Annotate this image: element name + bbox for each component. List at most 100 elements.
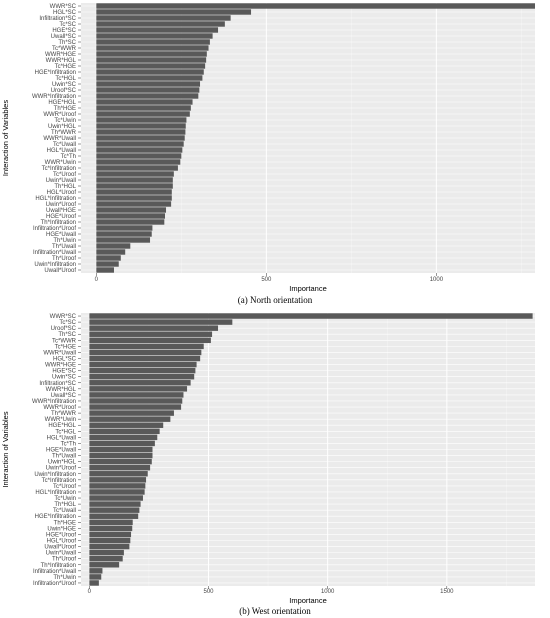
y-tick-label: Th*HGE	[54, 520, 76, 526]
bar	[89, 507, 140, 513]
y-tick-label: HGE*Uroof	[46, 214, 76, 220]
bar	[89, 531, 132, 538]
bar	[96, 255, 121, 261]
bar	[89, 471, 148, 477]
bar	[96, 249, 126, 255]
bar	[96, 237, 151, 243]
x-tick-label: 0	[95, 277, 99, 283]
bar	[89, 495, 143, 501]
y-tick-label: HGL*Uwall	[47, 148, 76, 154]
bar	[89, 367, 196, 374]
y-tick-label: Infiltration*SC	[39, 381, 76, 387]
bar	[89, 574, 102, 580]
y-tick-label: HGE*Uroof	[46, 532, 76, 538]
bar	[89, 428, 160, 435]
y-tick-label: Th*Uwall	[52, 244, 76, 250]
y-tick-label: WWR*HGE	[45, 52, 76, 58]
y-tick-label: Tc*Uroof	[53, 172, 76, 178]
bar	[96, 69, 204, 75]
y-tick-label: Th*Infiltration	[41, 563, 76, 569]
y-tick-label: Uwin*Uroof	[46, 202, 77, 208]
bar	[89, 416, 171, 422]
y-tick-label: Uwall*SC	[51, 34, 77, 40]
y-tick-label: Tc*Uwin	[54, 118, 76, 124]
y-tick-label: HGE*SC	[52, 369, 76, 375]
y-tick-label: Uwin*Infiltration	[34, 472, 76, 478]
bar	[89, 452, 153, 459]
bar	[96, 171, 174, 177]
bar	[96, 51, 207, 57]
y-tick-label: Tc*Uwall	[53, 142, 76, 148]
bar	[89, 434, 158, 441]
y-tick-label: HGL*Infiltration	[35, 196, 76, 202]
bar	[89, 398, 183, 404]
bar	[96, 159, 181, 165]
y-tick-label: WWR*SC	[50, 4, 77, 10]
y-tick-label: WWR*Uroof	[43, 112, 76, 118]
bar	[89, 373, 195, 380]
y-tick-label: Tc*WWR	[52, 46, 77, 52]
bar	[96, 111, 190, 117]
y-tick-label: HGE*HGL	[48, 423, 76, 429]
chart-north: WWR*SCHGL*SCInfiltration*SCTc*SCHGE*SCUw…	[1, 3, 535, 305]
bar	[96, 147, 183, 153]
x-tick-label: 1000	[430, 277, 444, 283]
bar	[96, 81, 201, 87]
bar	[96, 99, 193, 105]
bar	[89, 337, 211, 344]
bar	[89, 325, 219, 331]
y-tick-label: Uwin*HGL	[48, 460, 77, 466]
y-tick-label: Uwin*SC	[52, 82, 77, 88]
bar	[96, 57, 207, 63]
y-tick-label: WWR*Uwin	[45, 417, 76, 423]
bar	[96, 165, 178, 171]
bar	[96, 129, 186, 135]
bar	[89, 543, 130, 550]
bar	[96, 21, 225, 27]
y-tick-label: WWR*Uwall	[43, 350, 76, 356]
bar	[89, 580, 99, 586]
bar	[96, 201, 172, 207]
bar	[96, 183, 173, 189]
bar	[96, 141, 184, 147]
y-tick-label: WWR*HGE	[45, 363, 76, 369]
y-tick-label: HGE*Infiltration	[35, 514, 76, 520]
y-tick-label: Th*WWR	[51, 130, 77, 136]
y-tick-label: Th*Uwin	[53, 575, 76, 581]
y-tick-label: Uwall*Uroof	[44, 545, 76, 551]
bar	[96, 213, 165, 219]
y-tick-label: Tc*Uroof	[53, 484, 76, 490]
bar	[89, 313, 533, 319]
bar	[89, 440, 155, 447]
bar	[96, 93, 199, 99]
y-tick-label: HGE*Infiltration	[35, 70, 76, 76]
x-tick-label: 1000	[321, 589, 335, 595]
bar	[89, 568, 103, 574]
bar	[89, 501, 141, 507]
y-tick-label: Infiltration*SC	[39, 16, 76, 22]
y-tick-label: WWR*Infiltration	[32, 399, 76, 405]
y-tick-label: Uwall*HGE	[46, 208, 76, 214]
y-tick-label: Infiltration*Uwall	[33, 250, 76, 256]
bar	[96, 135, 185, 141]
x-tick-label: 0	[88, 589, 92, 595]
y-tick-label: Infiltration*Uwall	[33, 569, 76, 575]
y-tick-label: HGL*SC	[53, 357, 77, 363]
bar	[96, 189, 172, 195]
bar	[89, 331, 213, 337]
y-tick-label: Tc*Infiltration	[42, 478, 76, 484]
y-tick-label: Uwin*Uwall	[46, 178, 76, 184]
bar	[89, 555, 123, 562]
bar	[96, 27, 219, 33]
bar	[89, 380, 191, 386]
y-tick-label: Th*WWR	[51, 411, 77, 417]
bar	[89, 392, 184, 398]
bar	[96, 219, 165, 225]
y-tick-label: Uwall*SC	[51, 393, 77, 399]
bar	[89, 458, 152, 465]
bar	[89, 361, 197, 368]
y-axis-title: Interaction of Variables	[1, 411, 10, 487]
y-tick-label: Th*HGL	[54, 184, 76, 190]
bar	[89, 319, 233, 325]
